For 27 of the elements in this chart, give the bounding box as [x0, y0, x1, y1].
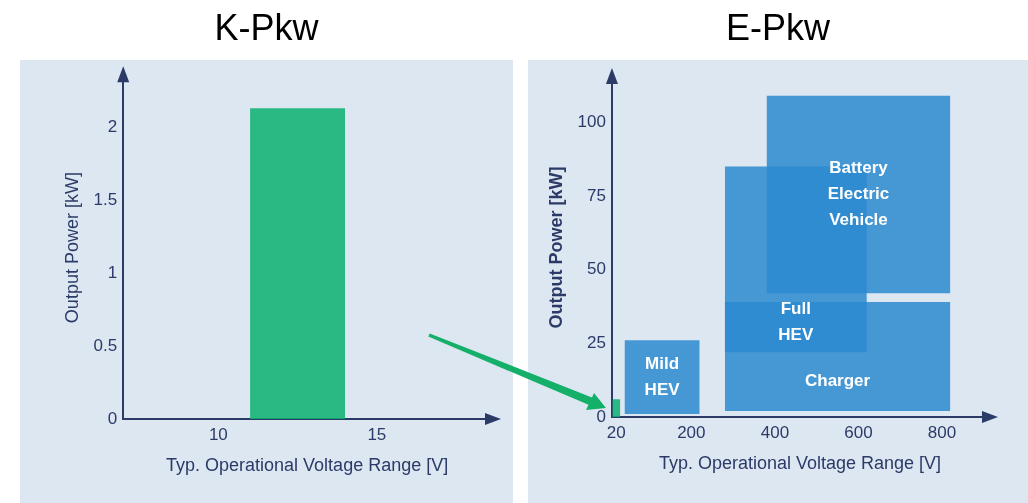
- y-tick-label: 100: [577, 111, 606, 131]
- x-tick-label: 400: [760, 422, 790, 442]
- y-tick-label: 0.5: [93, 335, 118, 355]
- y-tick-label: 1.5: [93, 189, 118, 209]
- y-tick-label: 25: [587, 332, 606, 352]
- chart-title: E-Pkw: [725, 6, 831, 50]
- x-tick-label: 10: [208, 424, 228, 444]
- y-tick-label: 2: [107, 116, 118, 136]
- y-tick-label: 1: [107, 262, 118, 282]
- series-label: Full HEV: [778, 299, 814, 345]
- y-axis-title: Output Power [kW]: [545, 166, 566, 329]
- series-label: Mild HEV: [644, 353, 681, 399]
- x-tick-label: 20: [606, 422, 626, 442]
- y-axis-title: Output Power [kW]: [61, 172, 82, 324]
- x-tick-label: 600: [844, 422, 873, 442]
- y-tick-label: 0: [107, 408, 118, 428]
- x-tick-label: 15: [367, 424, 387, 444]
- chart-title: K-Pkw: [213, 6, 320, 50]
- series-label: Battery Electric Vehicle: [827, 158, 890, 230]
- x-axis-title: Typ. Operational Voltage Range [V]: [166, 455, 449, 476]
- y-tick-label: 75: [587, 185, 606, 205]
- y-tick-label: 50: [587, 259, 606, 279]
- x-tick-label: 800: [927, 422, 957, 442]
- x-tick-label: 200: [677, 422, 706, 442]
- y-tick-label: 0: [596, 406, 606, 426]
- series-label: Charger: [804, 371, 871, 391]
- x-axis-title: Typ. Operational Voltage Range [V]: [658, 453, 942, 474]
